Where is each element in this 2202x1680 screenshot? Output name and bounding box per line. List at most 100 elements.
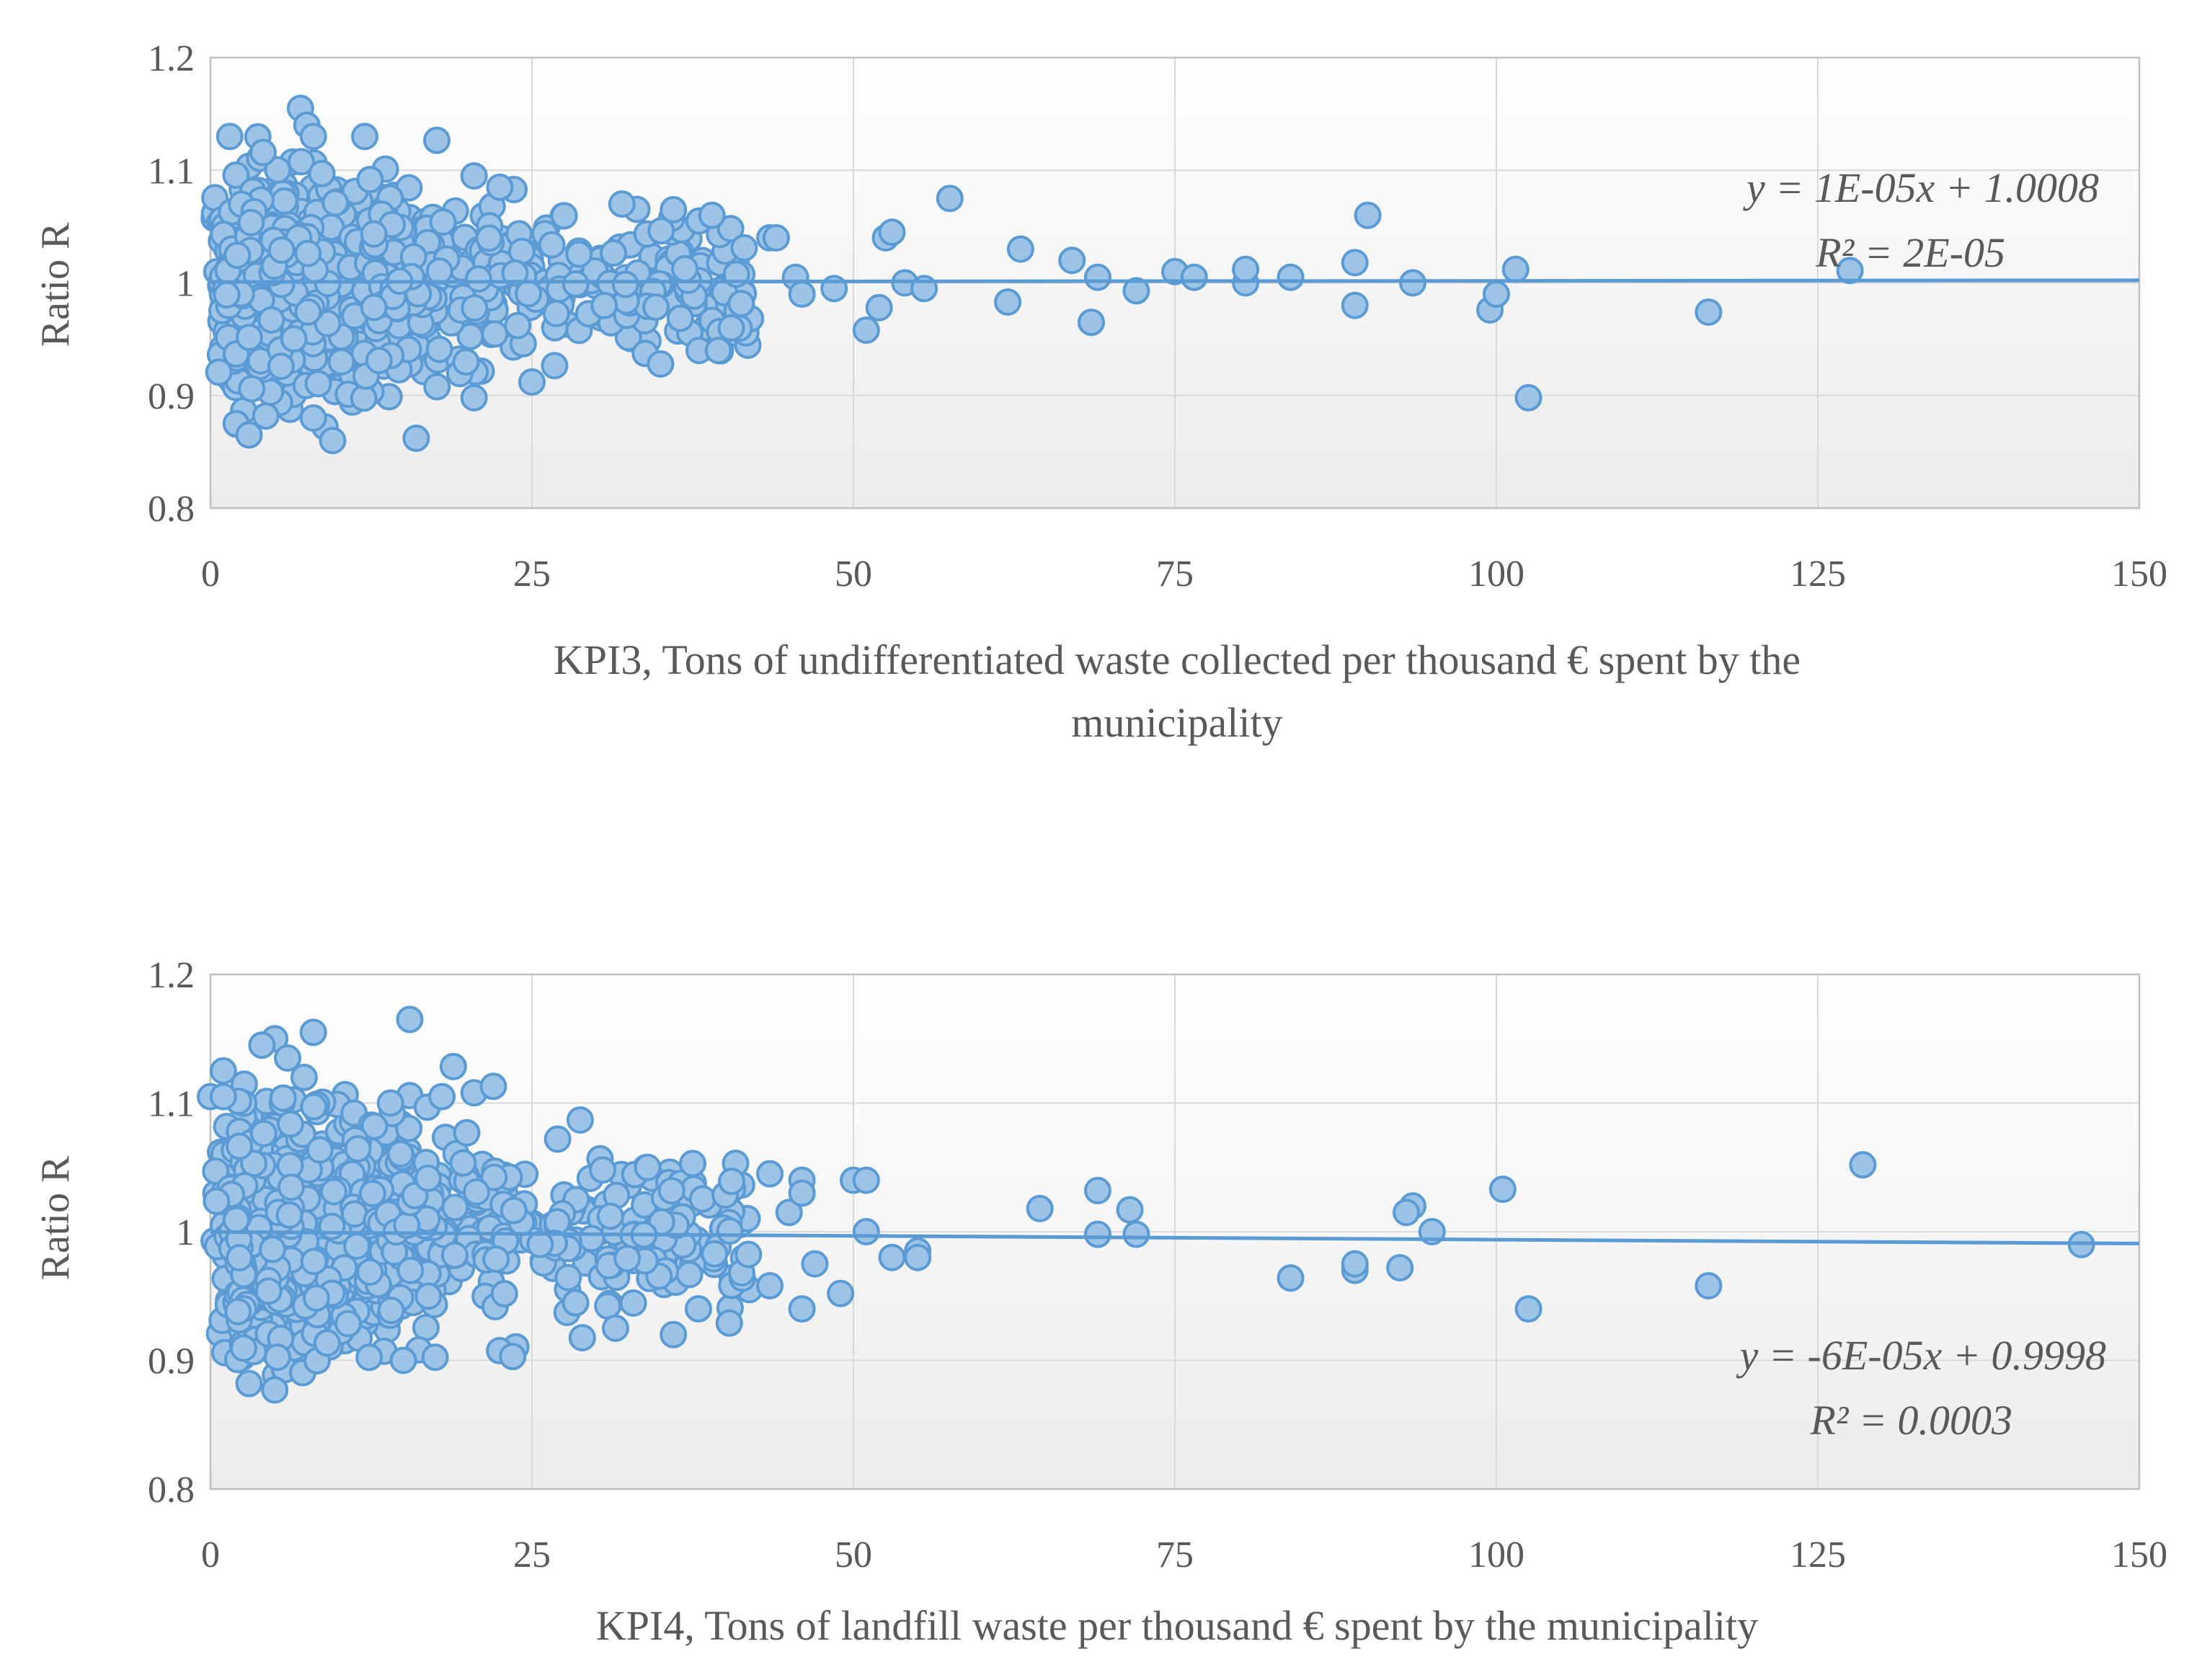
data-point — [1083, 1176, 1111, 1204]
x-tick-label: 150 — [2111, 1534, 2167, 1575]
data-point — [613, 1245, 641, 1273]
data-point — [715, 1309, 743, 1337]
data-point — [1695, 1271, 1723, 1299]
data-point — [248, 1031, 276, 1059]
data-point — [577, 1225, 605, 1253]
chart-kpi3-trend-r2: R² = 2E-05 — [1815, 229, 2005, 276]
data-point — [318, 1212, 346, 1240]
data-point — [827, 1279, 855, 1307]
y-tick-label: 1.1 — [148, 1084, 195, 1125]
data-point — [788, 1179, 816, 1207]
data-point — [756, 1271, 784, 1299]
x-tick-label: 150 — [2111, 554, 2167, 595]
data-point — [634, 1153, 662, 1181]
data-point — [538, 231, 566, 259]
data-point — [452, 348, 480, 376]
data-point — [1058, 246, 1086, 275]
data-point — [365, 347, 393, 375]
trend-line — [210, 1230, 2140, 1245]
data-point — [275, 1201, 303, 1229]
data-point — [543, 1125, 572, 1153]
data-point — [1354, 201, 1382, 229]
data-point — [224, 1297, 252, 1325]
data-point — [421, 1343, 449, 1372]
data-point — [294, 298, 322, 326]
data-point — [679, 1150, 706, 1178]
data-point — [263, 1343, 291, 1372]
data-point — [425, 335, 453, 363]
data-point — [449, 1149, 477, 1177]
data-point — [716, 215, 745, 243]
data-point — [526, 1230, 554, 1258]
data-point — [222, 1206, 250, 1234]
data-point — [238, 375, 266, 403]
data-point — [762, 224, 790, 252]
data-point — [1514, 1295, 1542, 1323]
data-point — [396, 1005, 424, 1034]
chart-kpi3: 0 25 50 75 100 125 150 0.8 0.9 1 1.1 1.2 Ratio R KP… — [0, 0, 2202, 822]
data-point — [344, 1134, 372, 1163]
data-point — [313, 1329, 341, 1357]
data-point — [294, 239, 322, 267]
data-point — [865, 293, 893, 321]
data-point — [237, 208, 265, 236]
data-point — [412, 1313, 440, 1341]
y-tick-label: 1 — [176, 264, 195, 305]
data-point — [304, 370, 332, 398]
data-point — [852, 1166, 880, 1194]
chart-kpi3-xlabel-line1: KPI3, Tons of undifferentiated waste col… — [554, 636, 1801, 683]
data-point — [481, 320, 509, 348]
data-point — [429, 208, 457, 236]
data-point — [1393, 1199, 1421, 1227]
data-point — [441, 1194, 469, 1222]
data-point — [254, 1277, 283, 1305]
data-point — [666, 304, 694, 332]
data-point — [270, 187, 298, 215]
data-point — [1232, 255, 1260, 283]
data-point — [327, 348, 355, 376]
data-point — [704, 337, 732, 365]
data-point — [852, 316, 880, 345]
data-point — [1399, 269, 1427, 297]
data-point — [356, 166, 384, 194]
data-point — [261, 1376, 289, 1404]
data-point — [904, 1243, 932, 1271]
data-point — [428, 1083, 456, 1111]
data-point — [788, 280, 816, 308]
data-point — [334, 1310, 363, 1338]
chart-kpi4-xlabel-line1: KPI4, Tons of landfill waste per thousan… — [596, 1602, 1758, 1649]
data-point — [775, 1199, 803, 1227]
data-point — [1277, 263, 1305, 291]
data-point — [389, 1346, 417, 1374]
x-tick-label: 25 — [513, 554, 551, 595]
x-tick-label: 75 — [1156, 1534, 1194, 1575]
data-point — [730, 234, 758, 262]
data-point — [235, 421, 263, 449]
data-point — [360, 1112, 389, 1140]
data-point — [276, 1110, 304, 1138]
data-point — [1836, 257, 1864, 285]
data-point — [299, 404, 327, 432]
data-point — [351, 123, 379, 151]
x-tick-label: 0 — [201, 554, 220, 595]
data-point — [306, 1136, 334, 1164]
data-point — [267, 352, 295, 381]
data-point — [386, 1140, 414, 1168]
data-point — [475, 224, 503, 252]
data-point — [453, 1119, 481, 1147]
data-point — [300, 1093, 328, 1121]
x-tick-label: 75 — [1156, 554, 1194, 595]
data-point — [657, 1177, 685, 1205]
data-point — [479, 1072, 507, 1101]
data-point — [1483, 280, 1510, 308]
trend-line — [210, 278, 2140, 284]
data-point — [1116, 1196, 1144, 1224]
data-point — [280, 325, 308, 353]
chart-kpi3-trend-equation: y = 1E-05x + 1.0008 — [1743, 164, 2099, 211]
data-point — [287, 148, 315, 176]
data-point — [463, 1178, 491, 1206]
data-point — [377, 1297, 405, 1325]
data-point — [1488, 1175, 1517, 1204]
data-point — [727, 290, 755, 318]
data-point — [203, 1187, 231, 1215]
